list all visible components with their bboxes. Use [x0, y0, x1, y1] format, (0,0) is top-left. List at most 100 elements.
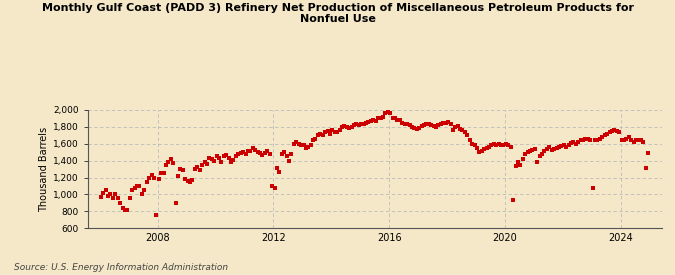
Point	[276, 152, 287, 156]
Point	[141, 180, 152, 184]
Point	[101, 188, 111, 192]
Point	[288, 142, 299, 146]
Point	[119, 207, 130, 212]
Point	[300, 146, 311, 150]
Point	[472, 146, 483, 150]
Point	[363, 120, 374, 124]
Point	[317, 133, 328, 138]
Point	[580, 136, 591, 141]
Point	[112, 196, 123, 200]
Point	[342, 125, 352, 129]
Point	[262, 149, 273, 153]
Point	[539, 149, 550, 153]
Point	[563, 142, 574, 147]
Point	[259, 151, 270, 155]
Point	[638, 140, 649, 144]
Point	[298, 142, 309, 147]
Point	[365, 119, 376, 123]
Point	[616, 138, 627, 142]
Point	[554, 145, 564, 149]
Point	[228, 158, 239, 162]
Point	[633, 138, 644, 142]
Point	[595, 136, 605, 141]
Point	[279, 150, 290, 155]
Point	[214, 156, 225, 160]
Point	[202, 162, 213, 166]
Point	[296, 143, 306, 148]
Point	[464, 138, 475, 142]
Point	[462, 133, 472, 138]
Point	[245, 148, 256, 153]
Point	[592, 138, 603, 142]
Point	[506, 145, 516, 149]
Point	[414, 125, 425, 130]
Point	[558, 143, 569, 148]
Point	[597, 135, 608, 139]
Point	[508, 198, 518, 203]
Point	[371, 119, 381, 123]
Point	[423, 122, 434, 127]
Point	[329, 130, 340, 134]
Point	[348, 123, 359, 127]
Point	[315, 131, 326, 136]
Point	[358, 121, 369, 126]
Point	[219, 153, 230, 158]
Point	[467, 142, 478, 146]
Point	[180, 177, 191, 182]
Point	[549, 147, 560, 151]
Point	[344, 125, 354, 130]
Point	[211, 154, 222, 159]
Point	[643, 151, 653, 155]
Point	[308, 138, 319, 143]
Point	[443, 120, 454, 124]
Point	[156, 171, 167, 175]
Point	[233, 152, 244, 156]
Point	[158, 170, 169, 175]
Point	[254, 151, 265, 155]
Point	[520, 152, 531, 156]
Point	[448, 128, 458, 133]
Point	[416, 124, 427, 128]
Point	[601, 131, 612, 136]
Point	[354, 123, 364, 127]
Point	[440, 120, 451, 125]
Point	[481, 146, 492, 150]
Point	[360, 120, 371, 125]
Point	[373, 116, 383, 121]
Point	[351, 122, 362, 127]
Point	[190, 167, 200, 171]
Point	[182, 179, 193, 183]
Point	[411, 126, 422, 131]
Point	[265, 152, 275, 156]
Point	[209, 158, 219, 163]
Point	[192, 165, 202, 170]
Point	[537, 152, 547, 156]
Point	[578, 138, 589, 142]
Point	[438, 120, 449, 125]
Point	[257, 153, 268, 157]
Point	[428, 124, 439, 128]
Point	[146, 173, 157, 177]
Point	[281, 154, 292, 159]
Point	[522, 150, 533, 155]
Point	[585, 138, 596, 142]
Point	[337, 125, 348, 129]
Point	[583, 136, 593, 141]
Point	[385, 111, 396, 116]
Point	[573, 140, 584, 144]
Y-axis label: Thousand Barrels: Thousand Barrels	[38, 126, 49, 212]
Point	[139, 188, 150, 192]
Point	[163, 160, 173, 164]
Point	[221, 153, 232, 157]
Point	[136, 192, 147, 197]
Point	[626, 138, 637, 143]
Point	[541, 147, 552, 151]
Point	[322, 129, 333, 133]
Point	[630, 138, 641, 143]
Point	[168, 161, 179, 166]
Point	[293, 142, 304, 146]
Point	[641, 166, 651, 170]
Point	[134, 184, 145, 188]
Point	[313, 133, 323, 138]
Point	[534, 154, 545, 159]
